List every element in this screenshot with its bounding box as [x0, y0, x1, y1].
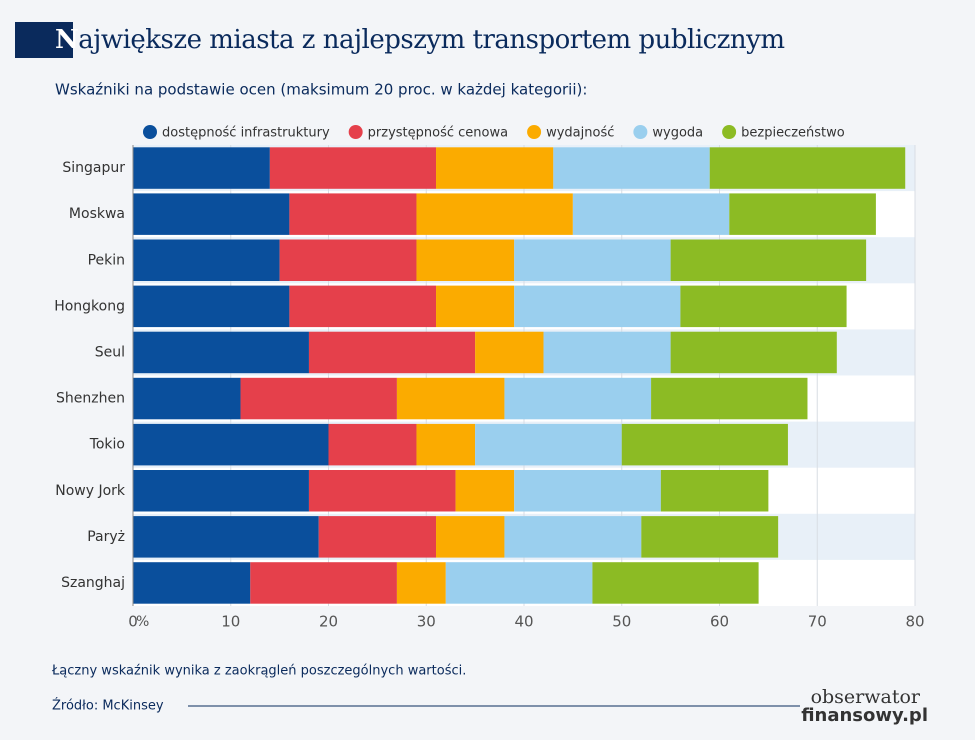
- bar-segment: [133, 331, 309, 374]
- bar-segment: [670, 331, 837, 374]
- legend-label: przystępność cenowa: [368, 126, 508, 141]
- bar-segment: [514, 470, 661, 512]
- y-tick-label: Tokio: [89, 437, 125, 453]
- bar-segment: [240, 377, 397, 420]
- bar-segment: [475, 331, 544, 374]
- bar-segment: [250, 562, 397, 604]
- bar-segment: [133, 516, 319, 558]
- chart-title: Największe miasta z najlepszym transport…: [15, 22, 955, 58]
- x-unit: %: [136, 614, 149, 630]
- source: Źródło: McKinsey: [52, 698, 164, 714]
- bar-segment: [269, 147, 437, 189]
- legend-marker: [633, 125, 648, 139]
- bar-segment: [416, 193, 573, 235]
- logo: finansowy.pl: [801, 705, 928, 726]
- bar-segment: [133, 193, 290, 235]
- bar-segment: [289, 193, 417, 235]
- y-tick-label: Paryż: [87, 529, 125, 545]
- bar-segment: [436, 516, 505, 558]
- subtitle: Wskaźniki na podstawie ocen (maksimum 20…: [55, 81, 587, 99]
- bar-segment: [651, 377, 808, 420]
- bar-segment: [396, 377, 505, 420]
- bar-segment: [133, 423, 329, 466]
- bar-segment: [318, 516, 437, 558]
- legend-marker: [527, 125, 542, 139]
- bar-segment: [416, 239, 515, 281]
- bar-segment: [543, 331, 671, 374]
- bar-segment: [641, 516, 779, 558]
- legend-marker: [722, 125, 737, 139]
- bar-segment: [133, 285, 290, 328]
- bar-segment: [133, 562, 251, 604]
- y-tick-label: Shenzhen: [56, 391, 125, 407]
- x-tick-label: 20: [319, 613, 338, 631]
- bar-segment: [729, 193, 876, 235]
- bar-segment: [670, 239, 867, 281]
- bar-segment: [592, 562, 759, 604]
- x-tick-label: 10: [221, 613, 240, 631]
- bar-segment: [709, 147, 906, 189]
- x-tick-label: 70: [808, 613, 827, 631]
- x-tick-label: 0: [128, 613, 138, 631]
- bar-segment: [396, 562, 446, 604]
- bar-segment: [289, 285, 437, 328]
- legend-label: wygoda: [652, 126, 703, 141]
- bar-segment: [133, 239, 280, 281]
- y-tick-label: Nowy Jork: [55, 483, 126, 499]
- bar-segment: [279, 239, 417, 281]
- y-tick-label: Szanghaj: [61, 575, 125, 591]
- bar-segment: [133, 377, 241, 420]
- legend-label: bezpieczeństwo: [741, 126, 845, 141]
- y-tick-label: Moskwa: [69, 206, 125, 222]
- bar-segment: [475, 423, 622, 466]
- y-tick-label: Seul: [95, 344, 125, 360]
- bar-segment: [514, 285, 681, 328]
- bar-segment: [445, 562, 593, 604]
- x-tick-label: 30: [417, 613, 436, 631]
- bar-segment: [308, 470, 456, 512]
- bar-segment: [436, 285, 515, 328]
- bar-segment: [660, 470, 769, 512]
- bar-segment: [680, 285, 847, 328]
- x-tick-label: 40: [514, 613, 533, 631]
- x-tick-label: 80: [905, 613, 924, 631]
- legend-label: wydajność: [546, 126, 614, 141]
- bar-segment: [621, 423, 788, 466]
- legend-marker: [348, 125, 363, 139]
- bar-segment: [514, 239, 671, 281]
- y-tick-label: Pekin: [88, 252, 125, 268]
- y-tick-label: Singapur: [62, 160, 125, 176]
- bar-segment: [504, 516, 642, 558]
- bar-segment: [308, 331, 476, 374]
- y-tick-label: Hongkong: [54, 298, 125, 314]
- bar-segment: [416, 423, 476, 466]
- bar-segment: [504, 377, 652, 420]
- bar-segment: [133, 470, 309, 512]
- x-tick-label: 50: [612, 613, 631, 631]
- bar-segment: [572, 193, 730, 235]
- logo: obserwator: [811, 686, 921, 708]
- bar-segment: [133, 147, 270, 189]
- note: Łączny wskaźnik wynika z zaokrągleń posz…: [51, 664, 466, 679]
- bar-segment: [455, 470, 515, 512]
- legend-label: dostępność infrastruktury: [162, 126, 330, 141]
- bar-segment: [328, 423, 417, 466]
- bar-segment: [436, 147, 554, 189]
- bar-segment: [553, 147, 710, 189]
- x-tick-label: 60: [710, 613, 729, 631]
- legend-marker: [143, 125, 157, 139]
